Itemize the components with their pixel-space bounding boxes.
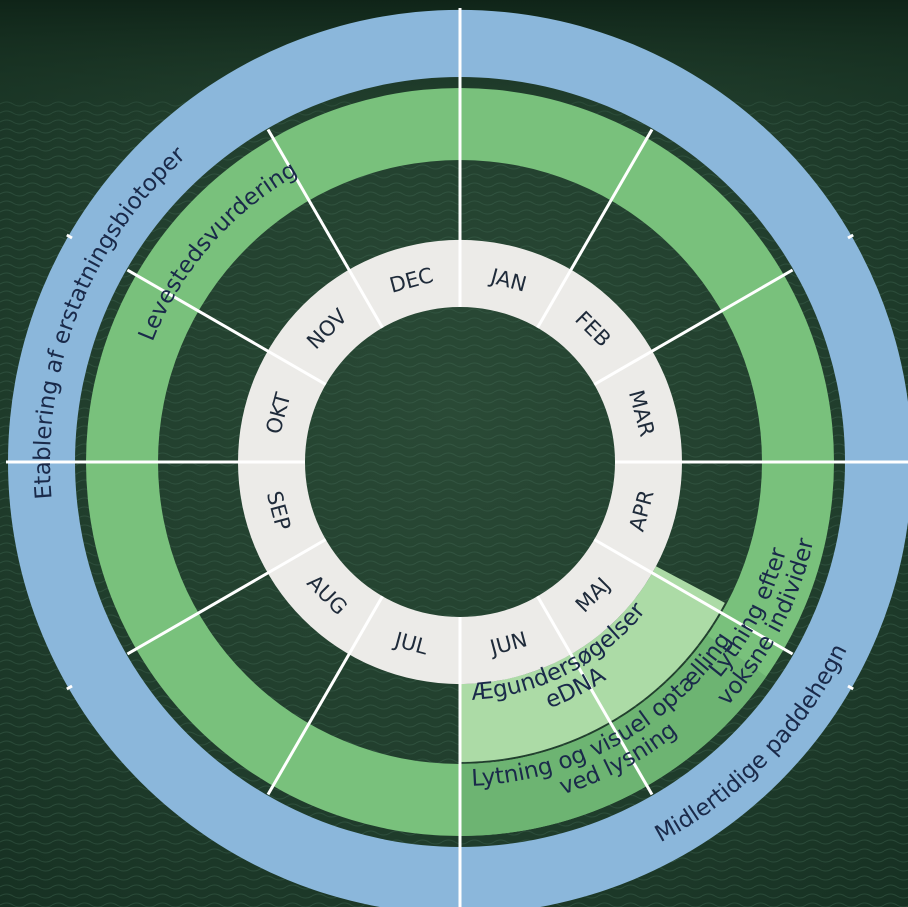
outer-tick (847, 233, 854, 240)
month-divider (536, 128, 654, 329)
outer-tick (66, 684, 73, 691)
month-divider (536, 595, 654, 796)
month-divider (126, 268, 327, 386)
month-divider (593, 268, 794, 386)
outer-tick (66, 233, 73, 240)
month-ring (237, 239, 683, 685)
month-divider (266, 128, 384, 329)
month-divider (266, 595, 384, 796)
middle-ring-highlight (460, 635, 767, 836)
inner-activity-band (460, 566, 725, 762)
month-divider (126, 538, 327, 656)
month-divider (593, 538, 794, 656)
outer-tick (847, 684, 854, 691)
